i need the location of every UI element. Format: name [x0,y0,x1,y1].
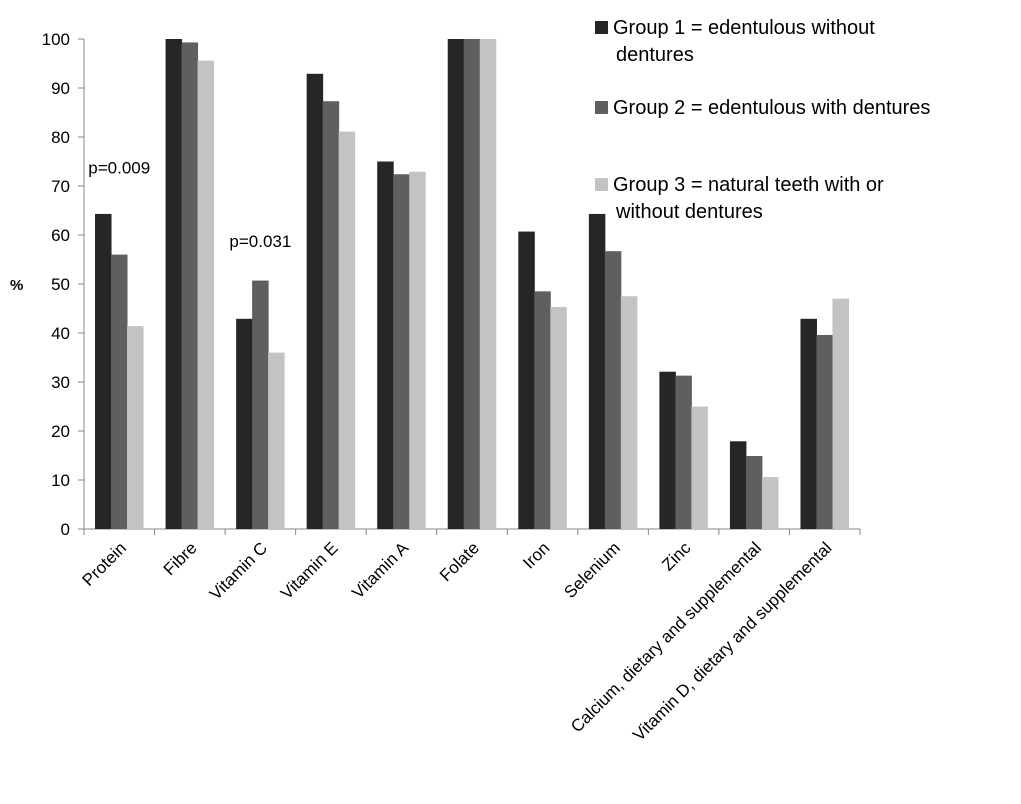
bar-series-3 [409,171,426,530]
bar-series-1 [800,318,817,529]
bar-series-2 [675,375,692,529]
bar-series-3 [832,298,849,529]
bar-series-2 [322,101,340,529]
bar-series-2 [111,254,128,529]
bar-series-1 [588,213,606,529]
y-tick-label: 20 [51,422,70,441]
y-tick-label: 70 [51,177,70,196]
bar-series-1 [729,441,747,529]
category-label: Vitamin A [348,538,412,602]
bar-series-2 [393,174,410,530]
x-axis: Protein Fibre Vitamin C Vitamin E Vitamin A F… [79,528,861,745]
bar-series-3 [550,307,567,529]
category-label: Zinc [658,538,694,574]
legend: Group 1 = edentulous without dentures Grou… [595,17,930,223]
legend-label-1: Group 1 = edentulous without [613,17,875,39]
y-axis-label: % [10,277,23,294]
p-value-annotation: p=0.009 [88,158,150,177]
bar-series-1 [447,39,465,529]
bar-series-1 [659,371,676,529]
y-tick-label: 90 [51,79,70,98]
y-tick-label: 80 [51,128,70,147]
y-axis: 0 10 20 30 40 50 60 70 80 90 100 [42,30,85,539]
legend-swatch-3 [595,178,608,191]
legend-label-3: without dentures [615,201,763,223]
category-label: Folate [436,538,483,585]
bar-series-3 [691,406,708,529]
legend-label-1: dentures [616,44,694,66]
category-label: Selenium [560,538,624,602]
category-label: Protein [79,538,131,590]
y-tick-label: 60 [51,226,70,245]
bars [95,39,849,530]
y-tick-label: 100 [42,30,70,49]
bar-series-3 [761,477,779,529]
bar-series-1 [95,213,112,529]
bar-series-1 [236,318,253,529]
p-value-annotation: p=0.031 [229,232,291,251]
bar-series-2 [534,291,551,529]
category-label: Vitamin E [277,538,342,603]
bar-series-2 [745,455,763,529]
category-label: Iron [519,538,553,572]
bar-series-3 [338,131,356,530]
y-tick-label: 40 [51,324,70,343]
y-tick-label: 0 [61,520,70,539]
bar-series-3 [197,60,215,530]
bar-series-2 [816,334,833,529]
bar-series-1 [165,39,183,529]
bar-series-3 [127,326,144,529]
legend-swatch-2 [595,101,608,114]
legend-label-2: Group 2 = edentulous with dentures [613,97,930,119]
bar-series-1 [377,161,394,529]
y-tick-label: 10 [51,471,70,490]
bar-series-2 [181,42,199,530]
bar-series-3 [268,352,285,529]
category-label: Vitamin C [206,538,271,603]
bar-series-3 [620,296,638,529]
y-tick-label: 50 [51,275,70,294]
annotations: p=0.009 p=0.031 [88,158,291,251]
category-label: Fibre [160,538,201,579]
bar-series-2 [463,39,481,529]
bar-series-1 [518,231,535,529]
y-tick-label: 30 [51,373,70,392]
legend-swatch-1 [595,21,608,34]
legend-label-3: Group 3 = natural teeth with or [613,174,884,196]
bar-series-1 [306,73,324,529]
bar-series-2 [604,251,622,530]
bar-series-3 [479,39,497,529]
bar-series-2 [252,280,269,529]
